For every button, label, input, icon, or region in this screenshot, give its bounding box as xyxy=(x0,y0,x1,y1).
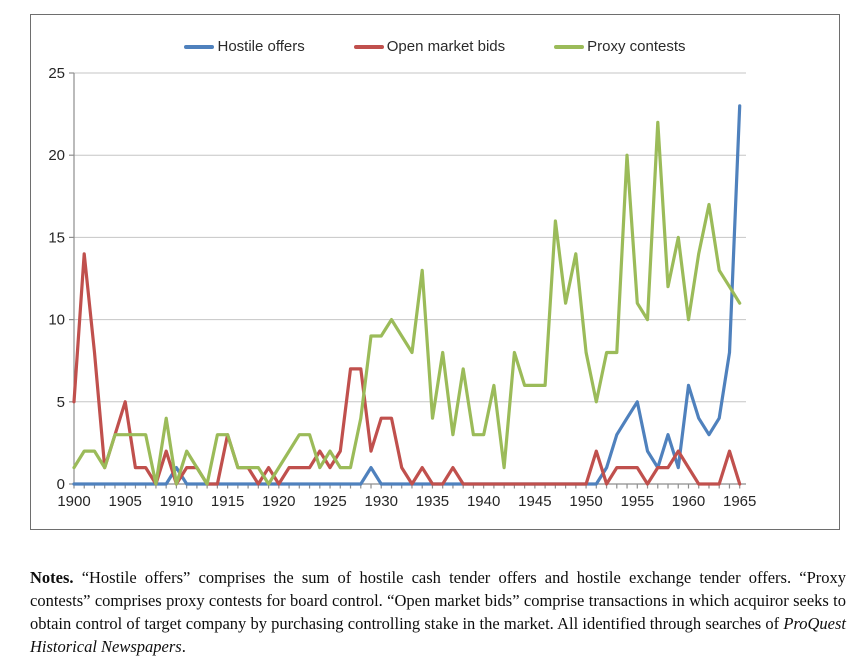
notes-segment: . xyxy=(181,636,186,656)
x-axis-tick-label: 1940 xyxy=(467,493,500,510)
x-axis-tick-label: 1910 xyxy=(160,493,193,510)
legend-item-open-market-bids: Open market bids xyxy=(353,38,506,55)
legend-swatch-open-market-bids xyxy=(353,44,384,49)
x-axis-tick-label: 1915 xyxy=(211,493,244,510)
notes-segment: “Hostile offers” comprises the sum of ho… xyxy=(30,567,846,633)
legend-item-proxy-contests: Proxy contests xyxy=(554,38,686,55)
chart-figure: 0 5 10 15 20 25 1900 1905 1910 1915 1920 1925 1930 19… xyxy=(30,14,840,530)
x-axis-tick-label: 1905 xyxy=(109,493,142,510)
x-axis-tick-label: 1965 xyxy=(723,493,756,510)
line-chart-plot: 0 5 10 15 20 25 1900 1905 1910 1915 1920 1925 1930 19… xyxy=(48,65,756,510)
legend-swatch-hostile-offers xyxy=(184,44,215,49)
x-axis-tick-label: 1925 xyxy=(313,493,346,510)
y-axis-tick-label: 5 xyxy=(57,394,65,411)
x-axis-tick-label: 1950 xyxy=(569,493,602,510)
x-axis-tick-label: 1955 xyxy=(621,493,654,510)
x-axis-tick-label: 1900 xyxy=(57,493,90,510)
legend-item-hostile-offers: Hostile offers xyxy=(184,38,305,55)
y-axis-tick-label: 15 xyxy=(48,229,65,246)
series-open-market-bids xyxy=(72,252,742,486)
x-axis-tick-label: 1930 xyxy=(365,493,398,510)
y-axis-tick-label: 20 xyxy=(48,147,65,164)
chart-legend: Hostile offers Open market bids Proxy co… xyxy=(31,38,839,55)
series-proxy-contests xyxy=(72,120,742,486)
y-axis-tick-label: 0 xyxy=(57,476,65,493)
series-hostile-offers xyxy=(72,104,742,486)
notes-segment: Notes. xyxy=(30,567,74,587)
x-axis-tick-label: 1945 xyxy=(518,493,551,510)
y-axis-tick-label: 25 xyxy=(48,65,65,82)
legend-label-open-market-bids: Open market bids xyxy=(386,38,506,55)
x-axis-tick-label: 1935 xyxy=(416,493,449,510)
y-axis-tick-label: 10 xyxy=(48,312,65,329)
legend-label-proxy-contests: Proxy contests xyxy=(587,38,686,55)
x-axis-tick-label: 1920 xyxy=(262,493,295,510)
legend-swatch-proxy-contests xyxy=(554,44,585,49)
x-axis-tick-label: 1960 xyxy=(672,493,705,510)
notes-paragraph: Notes. “Hostile offers” comprises the su… xyxy=(30,566,846,658)
legend-label-hostile-offers: Hostile offers xyxy=(217,38,305,55)
